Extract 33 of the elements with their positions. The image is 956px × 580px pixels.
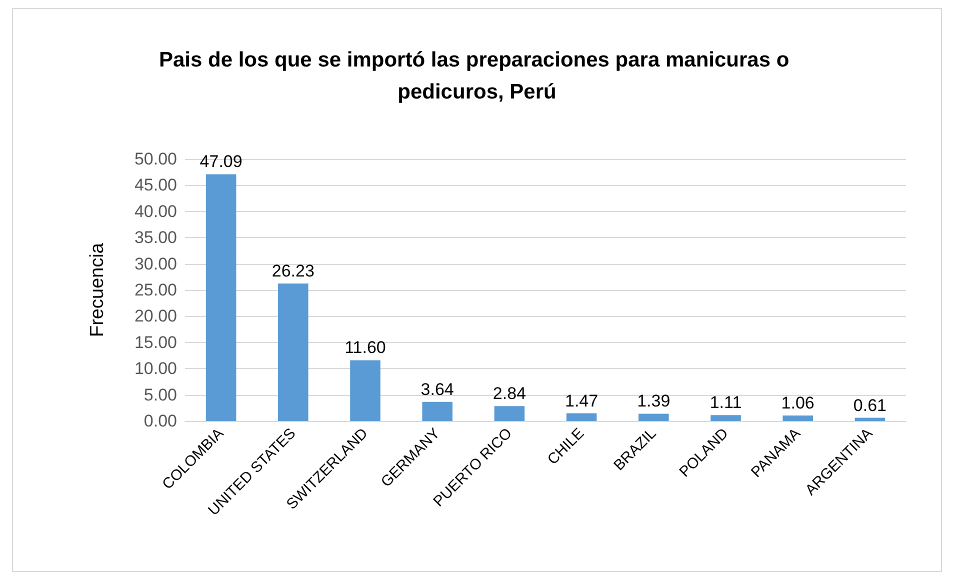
data-label: 11.60 — [344, 338, 386, 358]
bar — [350, 360, 380, 421]
data-label: 1.06 — [781, 393, 814, 412]
y-tick-label: 35.00 — [134, 228, 177, 248]
data-label: 47.09 — [200, 152, 242, 172]
bar — [422, 402, 452, 421]
bar — [638, 414, 669, 421]
bar — [278, 284, 308, 421]
bar — [854, 418, 886, 421]
data-label: 1.11 — [710, 393, 742, 412]
y-tick-label: 5.00 — [144, 385, 177, 404]
bar — [206, 174, 236, 421]
data-label: 26.23 — [272, 262, 314, 281]
bar — [710, 415, 741, 421]
data-label: 3.64 — [420, 380, 454, 399]
y-tick-label: 20.00 — [134, 306, 177, 326]
y-tick-label: 15.00 — [134, 332, 177, 352]
y-tick-label: 25.00 — [134, 280, 177, 300]
bar — [566, 413, 597, 421]
data-label: 0.61 — [853, 396, 886, 415]
y-tick-label: 30.00 — [134, 254, 177, 274]
bar — [782, 415, 813, 421]
chart-title: Pais de los que se importó las preparaciones para manicuras o pedicuros, Perú — [158, 48, 796, 104]
data-label: 1.39 — [637, 392, 670, 411]
y-axis-title: Frecuencia — [87, 242, 108, 337]
data-label: 1.47 — [565, 391, 598, 410]
bar — [494, 406, 525, 421]
y-tick-label: 0.00 — [144, 412, 177, 430]
y-tick-label: 10.00 — [134, 359, 177, 378]
y-tick-label: 40.00 — [134, 202, 177, 221]
y-tick-label: 50.00 — [134, 150, 177, 168]
data-label: 2.84 — [492, 384, 526, 404]
y-tick-label: 45.00 — [134, 176, 177, 195]
